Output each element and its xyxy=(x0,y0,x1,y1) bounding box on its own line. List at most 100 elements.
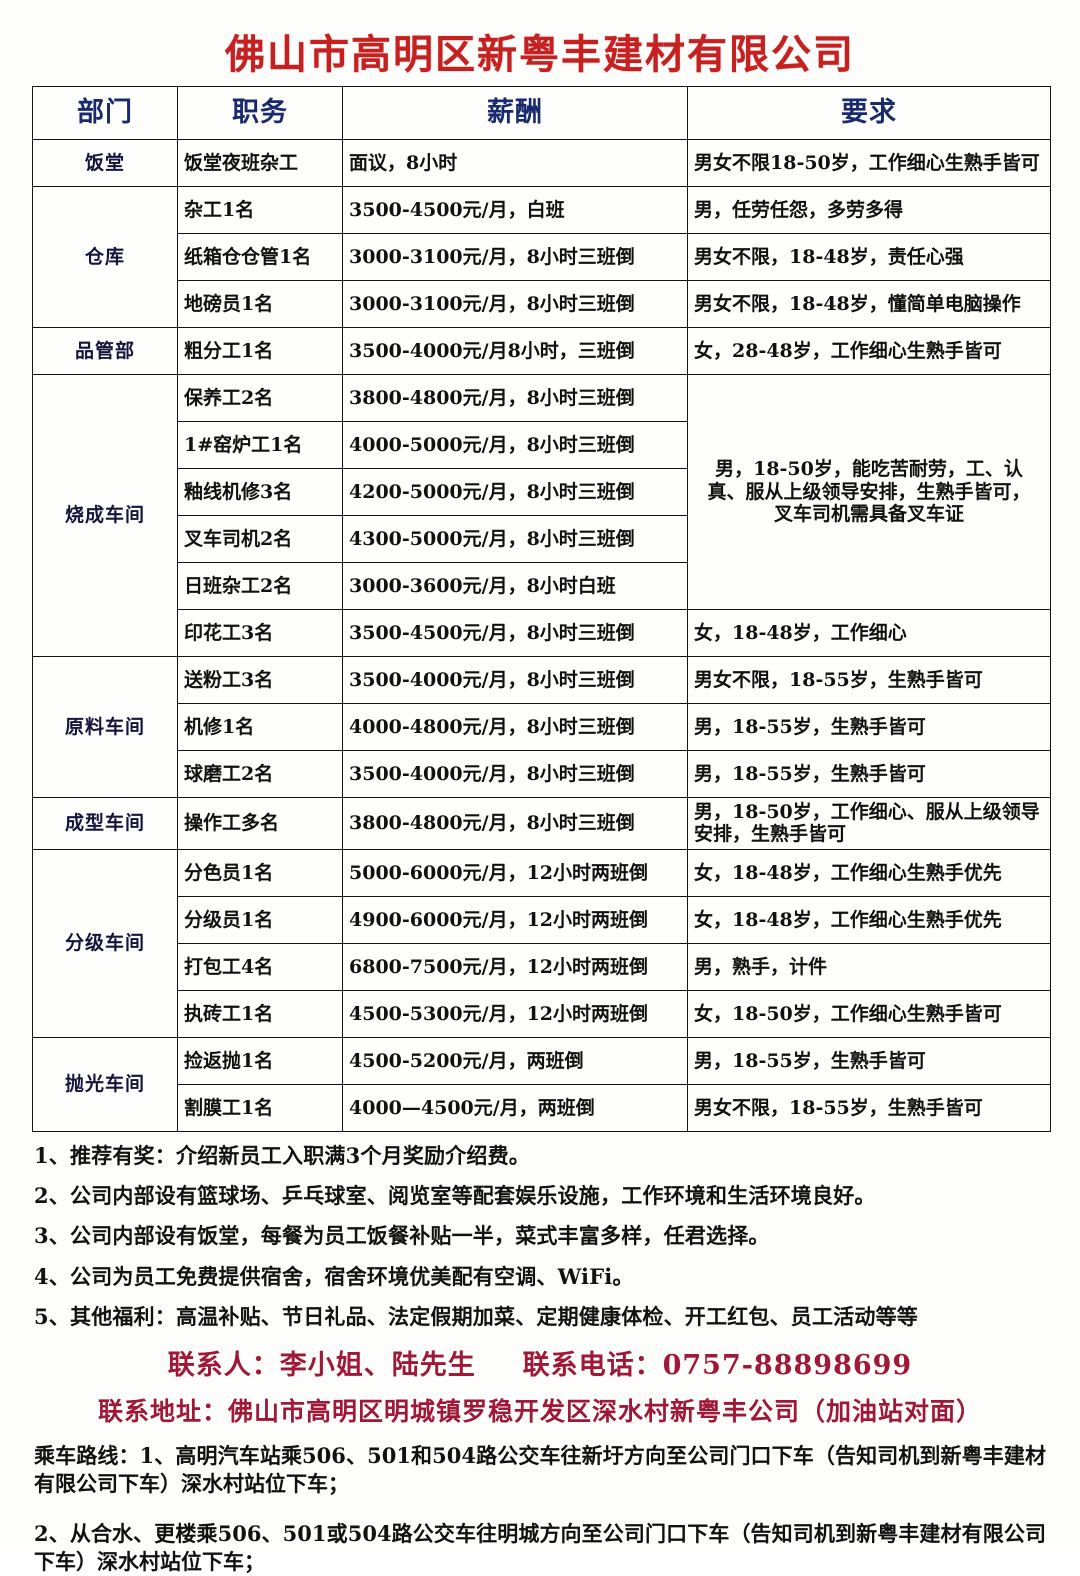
table-row: 抛光车间 捡返抛1名 4500-5200元/月，两班倒 男，18-55岁，生熟手皆可 xyxy=(32,1036,1051,1132)
jobs-table: 部门 职务 薪酬 要求 饭堂 饭堂夜班杂工 面议，8小时 男女不限18-50岁，工作细… xyxy=(32,86,1051,1132)
note-item: 4、公司为员工免费提供宿舍，宿舍环境优美配有空调、WiFi。 xyxy=(34,1263,634,1289)
column-header-salary: 薪酬 xyxy=(342,86,688,140)
cell-position: 印花工3名 xyxy=(177,609,343,657)
cell-department: 原料车间 xyxy=(32,656,178,798)
column-header-department: 部门 xyxy=(32,86,178,140)
cell-salary: 4500-5200元/月，两班倒 xyxy=(342,1036,688,1085)
cell-department: 分级车间 xyxy=(32,848,178,1038)
table-row: 打包工4名 6800-7500元/月，12小时两班倒 男，熟手，计件 xyxy=(33,942,1051,991)
table-row: 原料车间 送粉工3名 3500-4000元/月，8小时三班倒 男女不限，18-55岁，… xyxy=(32,656,1051,798)
cell-department: 抛光车间 xyxy=(32,1036,178,1132)
cell-salary: 3500-4000元/月，8小时三班倒 xyxy=(342,656,688,704)
cell-position: 纸箱仓仓管1名 xyxy=(177,233,343,281)
contact-phone[interactable]: 联系电话：0757-88898699 xyxy=(522,1350,913,1382)
cell-salary: 面议，8小时 xyxy=(342,139,688,187)
cell-position: 1#窑炉工1名 xyxy=(177,421,343,469)
cell-department: 仓库 xyxy=(32,186,178,328)
cell-position: 割膜工1名 xyxy=(177,1083,343,1132)
cell-department: 成型车间 xyxy=(32,797,178,850)
cell-position: 分色员1名 xyxy=(177,848,343,897)
cell-position: 饭堂夜班杂工 xyxy=(177,139,343,187)
table-row: 割膜工1名 4000—4500元/月，两班倒 男女不限，18-55岁，生熟手皆可 xyxy=(33,1083,1051,1132)
table-header-row: 部门 职务 薪酬 要求 xyxy=(32,86,1051,140)
cell-requirement: 男女不限，18-55岁，生熟手皆可 xyxy=(687,656,1051,704)
cell-salary: 6800-7500元/月，12小时两班倒 xyxy=(342,942,688,991)
table-row: 成型车间 操作工多名 3800-4800元/月，8小时三班倒 男，18-50岁，工作细… xyxy=(32,797,1051,850)
table-row: 印花工3名 3500-4500元/月，8小时三班倒 女，18-48岁，工作细心 xyxy=(33,609,1051,657)
column-header-position: 职务 xyxy=(177,86,343,140)
cell-department: 饭堂 xyxy=(32,139,178,187)
table-row: 分级车间 分色员1名 5000-6000元/月，12小时两班倒 女，18-48岁，工作… xyxy=(32,848,1051,1038)
cell-salary: 3500-4000元/月8小时，三班倒 xyxy=(342,327,688,375)
cell-salary: 4000—4500元/月，两班倒 xyxy=(342,1083,688,1132)
cell-salary: 3000-3100元/月，8小时三班倒 xyxy=(342,233,688,281)
column-header-requirement: 要求 xyxy=(687,86,1051,140)
cell-salary: 3500-4000元/月，8小时三班倒 xyxy=(342,750,688,798)
cell-position: 杂工1名 xyxy=(177,186,343,234)
contact-address: 联系地址：佛山市高明区明城镇罗稳开发区深水村新粤丰公司（加油站对面） xyxy=(97,1397,982,1427)
cell-salary: 3500-4500元/月，8小时三班倒 xyxy=(342,609,688,657)
cell-salary: 4900-6000元/月，12小时两班倒 xyxy=(342,895,688,944)
cell-salary: 4300-5000元/月，8小时三班倒 xyxy=(342,515,688,563)
table-row: 品管部 粗分工1名 3500-4000元/月8小时，三班倒 女，28-48岁，工作细心… xyxy=(32,327,1051,375)
cell-requirement: 男，18-55岁，生熟手皆可 xyxy=(687,1036,1051,1085)
cell-requirement: 男女不限，18-48岁，责任心强 xyxy=(687,233,1051,281)
table-row: 1#窑炉工1名 4000-5000元/月，8小时三班倒 xyxy=(33,421,1051,469)
route-item: 乘车路线：1、高明汽车站乘506、501和504路公交车往新圩方向至公司门口下车… xyxy=(34,1443,1046,1497)
table-row: 仓库 杂工1名 3500-4500元/月，白班 男，任劳任怨，多劳多得 xyxy=(32,186,1051,328)
cell-requirement: 男，18-50岁，工作细心、服从上级领导安排，生熟手皆可 xyxy=(687,797,1051,850)
cell-requirement: 男女不限18-50岁，工作细心生熟手皆可 xyxy=(687,139,1051,187)
cell-requirement-merged: 男，18-50岁，能吃苦耐劳，工、认真、服从上级领导安排，生熟手皆可，叉车司机需… xyxy=(687,374,1051,610)
cell-salary: 3800-4800元/月，8小时三班倒 xyxy=(342,797,688,850)
cell-salary: 4000-4800元/月，8小时三班倒 xyxy=(342,703,688,751)
cell-position: 打包工4名 xyxy=(177,942,343,991)
cell-position: 叉车司机2名 xyxy=(177,515,343,563)
cell-requirement: 女，18-48岁，工作细心 xyxy=(687,609,1051,657)
table-row: 机修1名 4000-4800元/月，8小时三班倒 男，18-55岁，生熟手皆可 xyxy=(33,703,1051,751)
cell-requirement: 女，18-50岁，工作细心生熟手皆可 xyxy=(687,989,1051,1038)
cell-salary: 3000-3100元/月，8小时三班倒 xyxy=(342,280,688,328)
cell-salary: 4000-5000元/月，8小时三班倒 xyxy=(342,421,688,469)
cell-position: 保养工2名 xyxy=(177,374,343,422)
cell-position: 捡返抛1名 xyxy=(177,1036,343,1085)
benefits-notes-list: 1、推荐有奖：介绍新员工入职满3个月奖励介绍费。 2、公司内部设有篮球场、乒乓球… xyxy=(34,1142,1046,1330)
table-row: 叉车司机2名 4300-5000元/月，8小时三班倒 xyxy=(33,515,1051,563)
cell-salary: 3500-4500元/月，白班 xyxy=(342,186,688,234)
cell-position: 地磅员1名 xyxy=(177,280,343,328)
table-row: 烧成车间 保养工2名 3800-4800元/月，8小时三班倒 男，18-50岁，能吃苦… xyxy=(32,374,1051,657)
cell-salary: 3000-3600元/月，8小时白班 xyxy=(342,562,688,610)
cell-requirement: 男，任劳任怨，多劳多得 xyxy=(687,186,1051,234)
table-row: 球磨工2名 3500-4000元/月，8小时三班倒 男，18-55岁，生熟手皆可 xyxy=(33,750,1051,798)
cell-position: 日班杂工2名 xyxy=(177,562,343,610)
cell-requirement: 女，18-48岁，工作细心生熟手优先 xyxy=(687,895,1051,944)
cell-position: 球磨工2名 xyxy=(177,750,343,798)
page-title: 佛山市高明区新粤丰建材有限公司 xyxy=(225,31,855,78)
cell-position: 釉线机修3名 xyxy=(177,468,343,516)
cell-salary: 3800-4800元/月，8小时三班倒 xyxy=(342,374,688,422)
table-row: 地磅员1名 3000-3100元/月，8小时三班倒 男女不限，18-48岁，懂简单电… xyxy=(33,280,1051,328)
note-item: 5、其他福利：高温补贴、节日礼品、法定假期加菜、定期健康体检、开工红包、员工活动… xyxy=(34,1304,919,1329)
jobs-table-wrapper: 部门 职务 薪酬 要求 饭堂 饭堂夜班杂工 面议，8小时 男女不限18-50岁，工作细… xyxy=(32,86,1051,1132)
cell-position: 分级员1名 xyxy=(177,895,343,944)
table-row: 分级员1名 4900-6000元/月，12小时两班倒 女，18-48岁，工作细心生熟… xyxy=(33,895,1051,944)
note-item: 3、公司内部设有饭堂，每餐为员工饭餐补贴一半，菜式丰富多样，任君选择。 xyxy=(34,1223,770,1249)
table-row: 执砖工1名 4500-5300元/月，12小时两班倒 女，18-50岁，工作细心生熟… xyxy=(33,989,1051,1038)
cell-department: 品管部 xyxy=(32,327,178,375)
cell-requirement: 男，熟手，计件 xyxy=(687,942,1051,991)
cell-salary: 4200-5000元/月，8小时三班倒 xyxy=(342,468,688,516)
transit-routes: 乘车路线：1、高明汽车站乘506、501和504路公交车往新圩方向至公司门口下车… xyxy=(34,1442,1046,1576)
note-item: 2、公司内部设有篮球场、乒乓球室、阅览室等配套娱乐设施，工作环境和生活环境良好。 xyxy=(34,1183,876,1209)
cell-department: 烧成车间 xyxy=(32,374,178,657)
cell-position: 粗分工1名 xyxy=(177,327,343,375)
route-item: 2、从合水、更楼乘506、501或504路公交车往明城方向至公司门口下车（告知司… xyxy=(34,1521,1046,1575)
cell-salary: 4500-5300元/月，12小时两班倒 xyxy=(342,989,688,1038)
table-row: 饭堂 饭堂夜班杂工 面议，8小时 男女不限18-50岁，工作细心生熟手皆可 xyxy=(32,139,1051,187)
table-row: 日班杂工2名 3000-3600元/月，8小时白班 xyxy=(33,562,1051,610)
cell-requirement: 女，18-48岁，工作细心生熟手优先 xyxy=(687,848,1051,897)
cell-position: 机修1名 xyxy=(177,703,343,751)
contact-person: 联系人：李小姐、陆先生 xyxy=(167,1350,476,1382)
contact-person-and-phone: 联系人：李小姐、陆先生 联系电话：0757-88898699 xyxy=(0,1343,1080,1382)
cell-position: 送粉工3名 xyxy=(177,656,343,704)
cell-requirement: 女，28-48岁，工作细心生熟手皆可 xyxy=(687,327,1051,375)
